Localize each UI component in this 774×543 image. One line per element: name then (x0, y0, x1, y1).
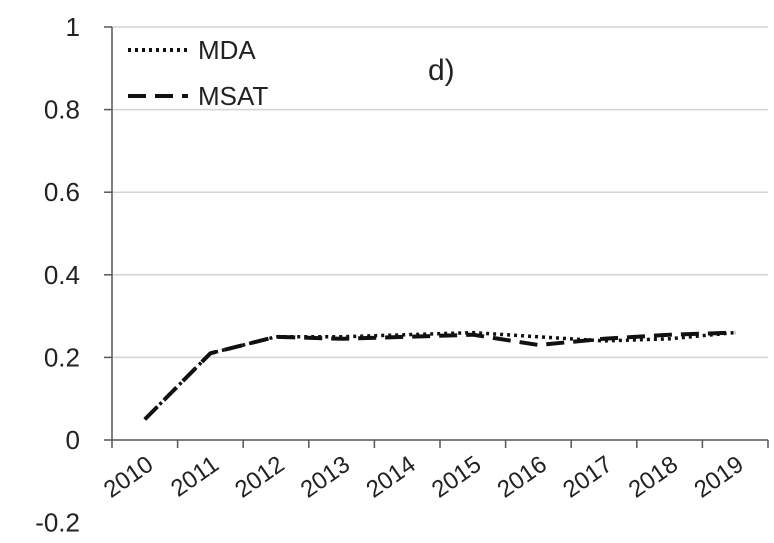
panel-label: d) (428, 54, 455, 87)
y-tick-labels: -0.2 0 0.2 0.4 0.6 0.8 1 (35, 12, 80, 538)
y-tick-label-0: -0.2 (35, 508, 80, 538)
y-tick-label-3: 0.4 (44, 260, 80, 290)
legend-label-msat: MSAT (198, 81, 268, 111)
series-lines (143, 330, 736, 421)
legend: MDA MSAT (128, 35, 268, 111)
x-tick-label-1: 2011 (166, 451, 224, 503)
y-tick-label-5: 0.8 (44, 95, 80, 125)
x-tick-label-4: 2014 (361, 451, 420, 504)
series-line-msat (143, 330, 736, 421)
series-line-mda (143, 330, 736, 421)
x-tick-label-3: 2013 (296, 451, 355, 504)
x-tick-label-7: 2017 (558, 451, 617, 504)
legend-label-mda: MDA (198, 35, 256, 65)
x-tick-labels: 2010 2011 2012 2013 2014 2015 2016 2017 2018 2019 (99, 451, 749, 504)
y-tick-label-6: 1 (66, 12, 80, 42)
grid-lines (112, 26, 768, 359)
y-tick-label-1: 0 (66, 425, 80, 455)
x-tick-label-2: 2012 (230, 451, 289, 504)
x-tick-label-9: 2019 (689, 451, 748, 504)
y-tick-label-2: 0.2 (44, 342, 80, 372)
x-tick-label-6: 2016 (493, 451, 552, 504)
x-tick-label-0: 2010 (99, 451, 158, 504)
axes (104, 26, 769, 448)
x-tick-label-8: 2018 (624, 451, 683, 504)
y-tick-label-4: 0.6 (44, 177, 80, 207)
x-tick-label-5: 2015 (427, 451, 486, 504)
